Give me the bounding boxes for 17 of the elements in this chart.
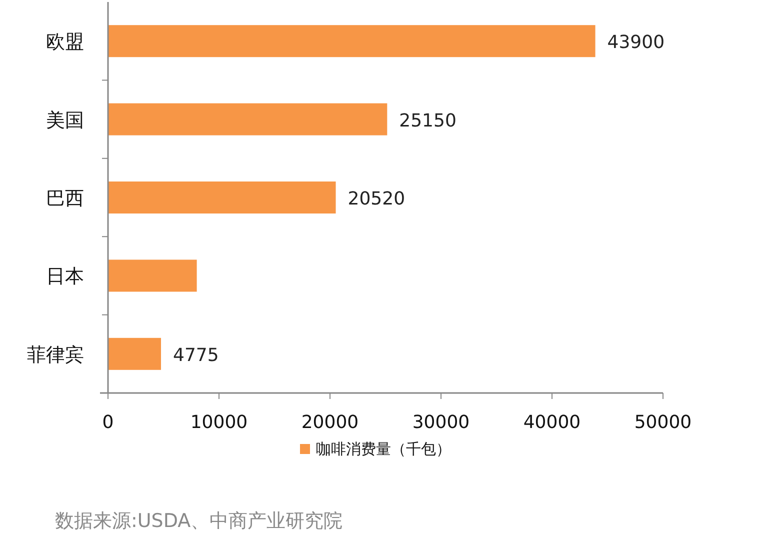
x-tick-label: 40000 — [523, 412, 581, 433]
data-label: 25150 — [399, 110, 456, 132]
x-tick-label: 50000 — [634, 412, 692, 433]
y-tick-label: 巴西 — [46, 188, 84, 210]
y-tick-label: 日本 — [46, 266, 84, 288]
y-tick-label: 美国 — [46, 109, 84, 132]
x-tick-label: 0 — [102, 412, 114, 433]
data-label: 4775 — [173, 344, 219, 366]
legend-label: 咖啡消费量（千包） — [316, 440, 451, 458]
x-tick-label: 20000 — [301, 412, 359, 433]
x-tick-label: 30000 — [412, 412, 470, 433]
y-tick-label: 菲律宾 — [27, 344, 84, 366]
data-label: 43900 — [607, 32, 665, 54]
source-note: 数据来源:USDA、中商产业研究院 — [55, 510, 343, 532]
x-tick-label: 10000 — [190, 412, 248, 433]
data-label: 20520 — [348, 188, 406, 210]
y-tick-label: 欧盟 — [46, 31, 84, 54]
